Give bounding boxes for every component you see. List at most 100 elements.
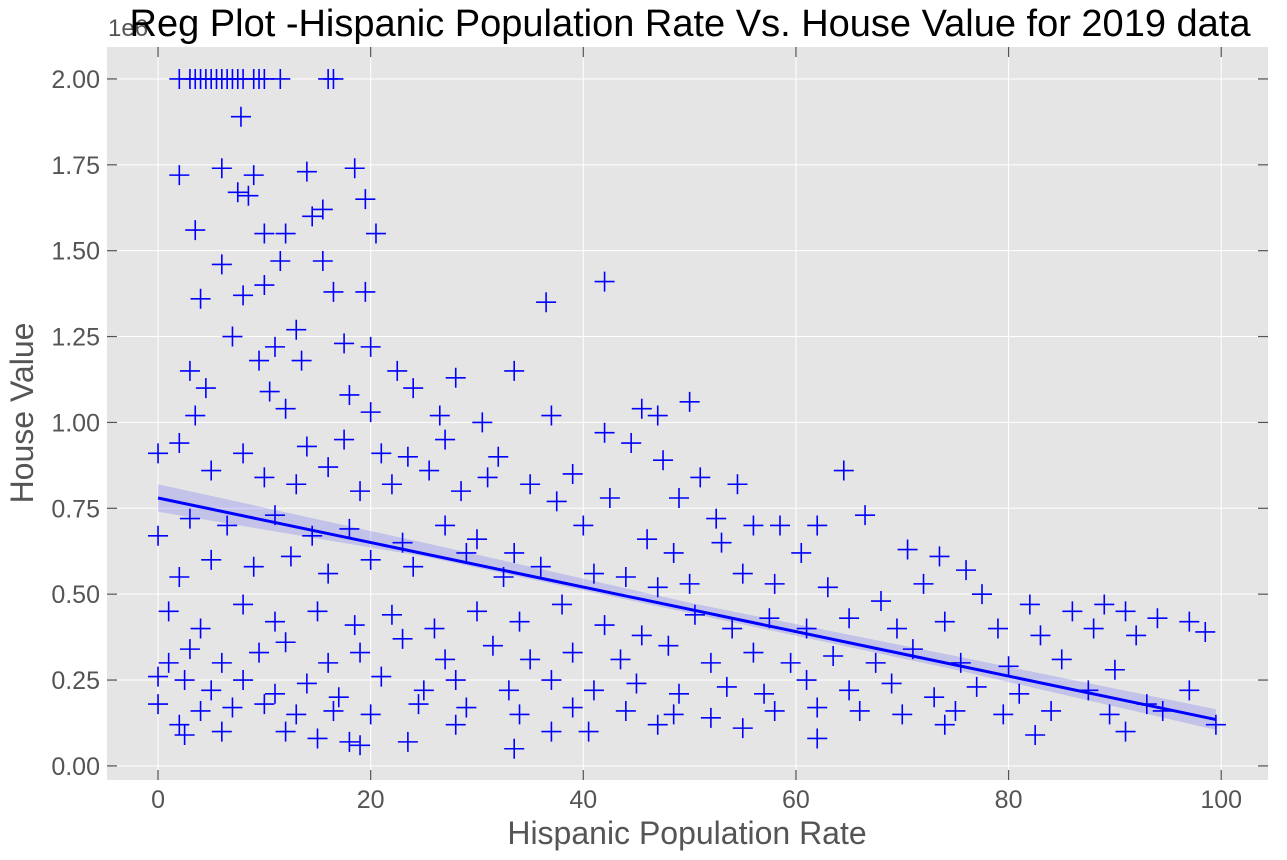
- point: [387, 360, 408, 381]
- point: [956, 560, 977, 581]
- point: [254, 275, 275, 296]
- point: [334, 429, 355, 450]
- point: [477, 467, 498, 488]
- point: [541, 405, 562, 426]
- y-tick-label: 0.75: [51, 495, 100, 523]
- point: [690, 467, 711, 488]
- point: [610, 649, 631, 670]
- y-tick-label: 1.25: [51, 324, 100, 352]
- point: [541, 670, 562, 691]
- point: [637, 529, 658, 550]
- point: [897, 539, 918, 560]
- point: [993, 704, 1014, 725]
- point: [621, 433, 642, 454]
- point: [727, 474, 748, 495]
- point: [445, 670, 466, 691]
- point: [190, 618, 211, 639]
- point: [482, 635, 503, 656]
- point: [578, 721, 599, 742]
- point: [323, 281, 344, 302]
- point: [429, 405, 450, 426]
- marks: [148, 68, 1226, 759]
- point: [562, 642, 583, 663]
- point: [445, 367, 466, 388]
- point: [360, 336, 381, 357]
- point: [456, 542, 477, 563]
- point: [711, 532, 732, 553]
- point: [1083, 618, 1104, 639]
- point: [286, 474, 307, 495]
- point: [227, 182, 248, 203]
- point: [148, 694, 169, 715]
- point: [222, 697, 243, 718]
- point: [583, 680, 604, 701]
- point: [1030, 625, 1051, 646]
- point: [987, 618, 1008, 639]
- point: [148, 525, 169, 546]
- point: [233, 594, 254, 615]
- point: [700, 707, 721, 728]
- regression-line: [157, 496, 1217, 722]
- point: [791, 542, 812, 563]
- x-tick-label: 100: [1200, 786, 1242, 814]
- point: [456, 697, 477, 718]
- point: [679, 391, 700, 412]
- point: [286, 319, 307, 340]
- point: [254, 694, 275, 715]
- point: [663, 542, 684, 563]
- point: [1179, 611, 1200, 632]
- point: [201, 680, 222, 701]
- y-tick-label: 0.50: [51, 581, 100, 609]
- labels: 0 20 40 60 80 100 0.00 0.25 0.50 0.75 1.00 1.25 1.50…: [51, 66, 1242, 814]
- point: [158, 652, 179, 673]
- point: [562, 697, 583, 718]
- point: [185, 220, 206, 241]
- point: [546, 491, 567, 512]
- point: [211, 158, 232, 179]
- point: [435, 515, 456, 536]
- point: [323, 68, 344, 89]
- point: [435, 429, 456, 450]
- y-tick-label: 1.75: [51, 152, 100, 180]
- y-tick-label: 1.50: [51, 238, 100, 266]
- point: [270, 250, 291, 271]
- point: [1094, 594, 1115, 615]
- y-tick-label: 0.25: [51, 667, 100, 695]
- point: [350, 642, 371, 663]
- point: [275, 721, 296, 742]
- y-tick-label: 1.00: [51, 409, 100, 437]
- point: [1115, 721, 1136, 742]
- point: [249, 350, 270, 371]
- point: [264, 611, 285, 632]
- point: [296, 673, 317, 694]
- point: [371, 666, 392, 687]
- point: [249, 642, 270, 663]
- point: [403, 378, 424, 399]
- point: [451, 481, 472, 502]
- point: [424, 618, 445, 639]
- point: [950, 652, 971, 673]
- point: [211, 254, 232, 275]
- point: [972, 584, 993, 605]
- confidence-band: [158, 484, 1216, 730]
- point: [190, 288, 211, 309]
- point: [764, 700, 785, 721]
- point: [179, 639, 200, 660]
- point: [488, 446, 509, 467]
- point: [536, 292, 557, 313]
- point: [435, 649, 456, 670]
- point: [169, 714, 190, 735]
- point: [371, 443, 392, 464]
- point: [275, 223, 296, 244]
- point: [169, 433, 190, 454]
- point: [1104, 659, 1125, 680]
- point: [504, 542, 525, 563]
- point: [1051, 649, 1072, 670]
- point: [403, 556, 424, 577]
- point: [1025, 725, 1046, 746]
- point: [158, 601, 179, 622]
- point: [573, 515, 594, 536]
- y-axis-label: House Value: [4, 323, 40, 504]
- point: [466, 529, 487, 550]
